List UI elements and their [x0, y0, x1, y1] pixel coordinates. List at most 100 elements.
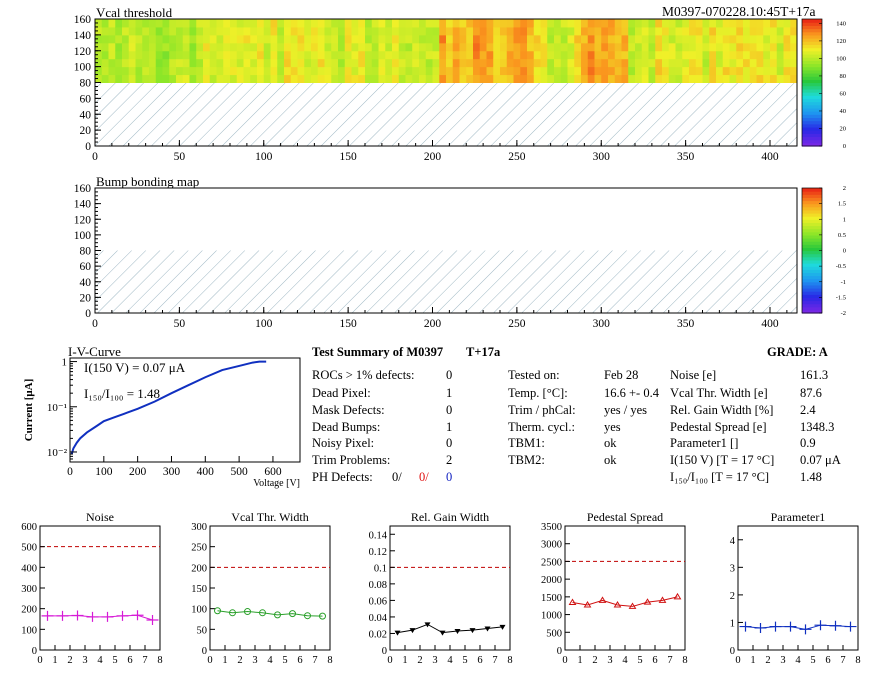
heatmap-cell [425, 66, 433, 76]
mini-plot-rel-gain-width: Rel. Gain Width 0 0.02 0.04 0.06 0.08 0.1 0.12 0… [369, 510, 513, 666]
data-point [628, 602, 637, 609]
heatmap-cell [236, 19, 244, 28]
heatmap-cell [749, 66, 757, 76]
data-point [799, 624, 812, 635]
heatmap-cell [263, 42, 271, 52]
x-tick-label: 150 [340, 151, 358, 163]
palette-bin [802, 72, 822, 77]
heatmap-cell [695, 74, 703, 83]
heatmap-cell [776, 42, 784, 52]
heatmap-cell [230, 58, 238, 68]
heatmap-cell [682, 50, 690, 60]
heatmap-cell [533, 58, 541, 68]
y-tick-label: 1 [730, 618, 735, 629]
heatmap-cell [230, 26, 238, 36]
heatmap-cell [270, 26, 278, 36]
heatmap-cell [324, 19, 332, 28]
heatmap-cell [378, 66, 386, 76]
palette-tick-label: -0.5 [836, 263, 846, 270]
x-tick-label: 5 [810, 655, 815, 666]
heatmap-cell [756, 66, 764, 76]
data-point [784, 621, 797, 632]
heatmap-cell [776, 66, 784, 76]
heatmap-cell [506, 42, 514, 52]
data-point [41, 610, 54, 621]
heatmap-cell [223, 19, 231, 28]
heatmap-cell [736, 58, 744, 68]
heatmap-cell [425, 58, 433, 68]
heatmap-cell [203, 19, 211, 28]
heatmap-cell [371, 66, 379, 76]
heatmap-cell [412, 50, 420, 60]
heatmap-cell [189, 66, 197, 76]
heatmap-cell [297, 42, 305, 52]
x-tick-label: 1 [52, 655, 57, 666]
heatmap-cell [722, 50, 730, 60]
y-tick-label: 0.12 [369, 547, 387, 558]
heatmap-cell [675, 42, 683, 52]
palette-bin [802, 19, 822, 23]
heatmap-cell [729, 58, 737, 68]
heatmap-cell [628, 26, 636, 36]
heatmap-cell [311, 66, 319, 76]
heatmap-cell [533, 74, 541, 83]
heatmap-cell [635, 66, 643, 76]
heatmap-cell [122, 58, 130, 68]
heatmap-cell [527, 34, 535, 44]
heatmap-cell [122, 66, 130, 76]
heatmap-cell [101, 26, 109, 36]
heatmap-cell [452, 19, 460, 28]
heatmap-cell [439, 26, 447, 36]
heatmap-cell [162, 26, 170, 36]
heatmap-cell [520, 34, 528, 44]
heatmap-cell [169, 74, 177, 83]
heatmap-cell [128, 26, 136, 36]
heatmap-cell [358, 19, 366, 28]
palette-tick-label: -2 [841, 310, 846, 317]
heatmap-cell [108, 42, 116, 52]
heatmap-cell [743, 26, 751, 36]
heatmap-cell [419, 34, 427, 44]
heatmap-cell [270, 66, 278, 76]
heatmap-cell [230, 34, 238, 44]
heatmap-cell [452, 42, 460, 52]
heatmap-cell [709, 58, 717, 68]
heatmap-cell [648, 50, 656, 60]
plot-frame [39, 525, 161, 651]
heatmap-cell [419, 50, 427, 60]
heatmap-cell [263, 19, 271, 28]
heatmap-cell [614, 50, 622, 60]
palette-bin [802, 114, 822, 119]
y-tick-label: 0.06 [369, 596, 387, 607]
heatmap-cell [331, 19, 339, 28]
heatmap-cell [243, 50, 251, 60]
heatmap-cell [682, 42, 690, 52]
heatmap-cell [628, 42, 636, 52]
palette-bin [802, 219, 822, 223]
heatmap-cell [655, 19, 663, 28]
heatmap-cell [749, 50, 757, 60]
heatmap-cell [500, 74, 508, 83]
heatmap-cell [385, 19, 393, 28]
heatmap-cell [493, 66, 501, 76]
heatmap-cell [479, 34, 487, 44]
heatmap-cell [716, 74, 724, 83]
heatmap-cell [196, 50, 204, 60]
heatmap-cell [189, 19, 197, 28]
data-point [658, 596, 667, 603]
iv-legend-current: I(150 V) = 0.07 μA [84, 360, 186, 375]
heatmap-cell [236, 50, 244, 60]
heatmap-cell [250, 66, 258, 76]
heatmap-cell [439, 66, 447, 76]
heatmap-cell [743, 74, 751, 83]
heatmap-cell [230, 66, 238, 76]
heatmap-cell [405, 26, 413, 36]
heatmap-cell [257, 19, 265, 28]
heatmap-cell [135, 58, 143, 68]
heatmap-cell [533, 19, 541, 28]
heatmap-cell [162, 58, 170, 68]
heatmap-cell [689, 26, 697, 36]
palette-bin [802, 47, 822, 52]
heatmap-cell [155, 58, 163, 68]
heatmap-cell [358, 42, 366, 52]
